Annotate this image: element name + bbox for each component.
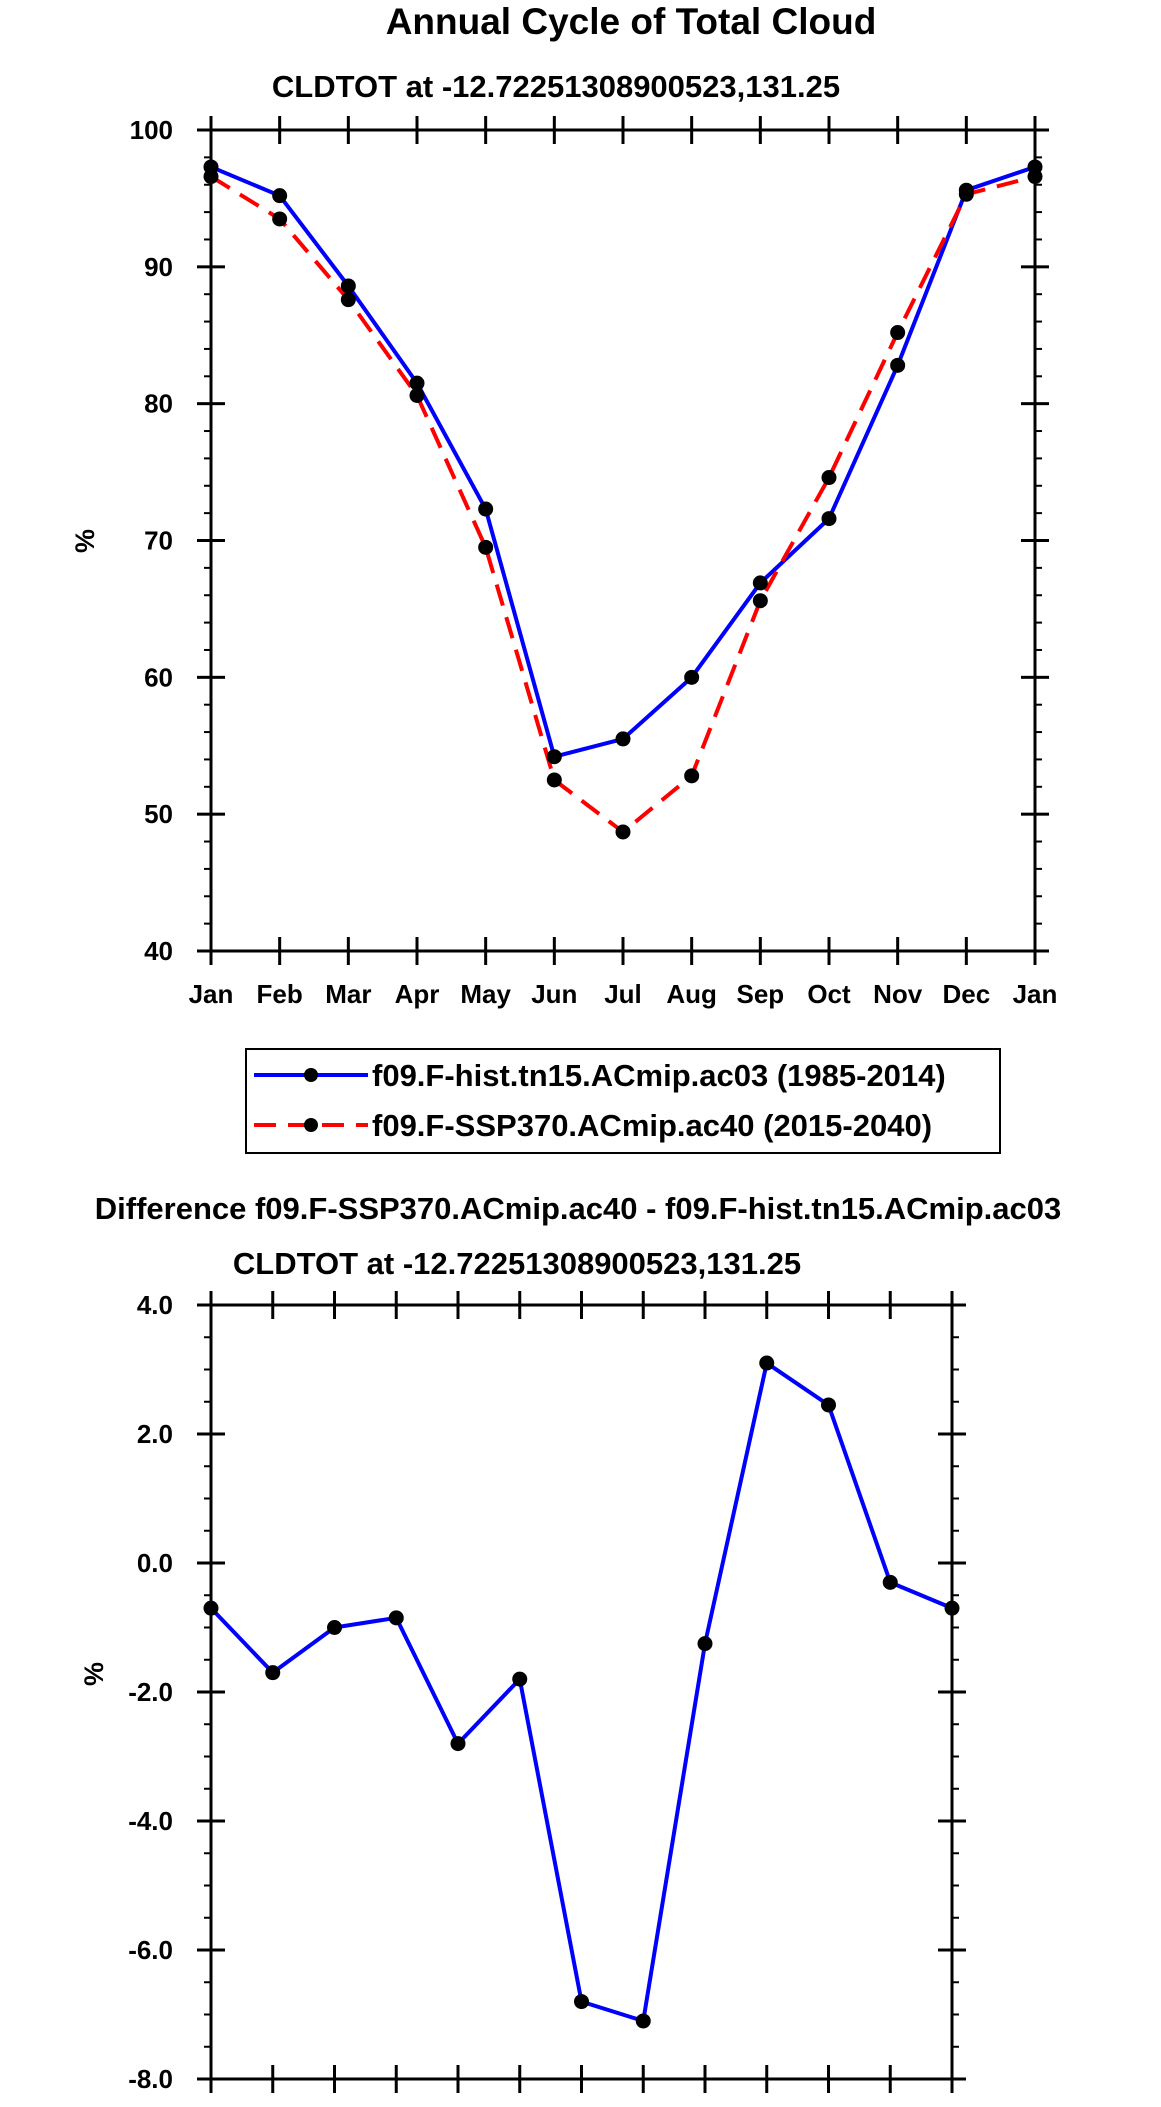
series-0-point [272, 188, 288, 204]
bottom-chart-subtitle: CLDTOT at -12.72251308900523,131.25 [233, 1246, 801, 1281]
x-tick-label: Mar [325, 979, 371, 1009]
series-0-point [882, 1574, 898, 1590]
x-tick-label: Jan [189, 979, 234, 1009]
top-chart-title: Annual Cycle of Total Cloud [386, 1, 877, 42]
bottom-chart-ticks [197, 1291, 966, 2093]
series-1-point [752, 593, 768, 609]
bottom-chart-y-tick-labels: -8.0 -6.0 -4.0 -2.0 0.0 2.0 4.0 [128, 1290, 173, 2094]
legend-entry-hist: f09.F-hist.tn15.ACmip.ac03 (1985-2014) [254, 1058, 946, 1093]
series-0-point [574, 1994, 589, 2010]
bottom-chart: Difference f09.F-SSP370.ACmip.ac40 - f09… [79, 1191, 1062, 2094]
legend-label-ssp370: f09.F-SSP370.ACmip.ac40 (2015-2040) [372, 1108, 932, 1143]
series-1-point [478, 539, 494, 555]
series-0-point [388, 1610, 404, 1626]
legend-box [245, 1048, 1001, 1154]
bottom-chart-y-axis-label: % [79, 1662, 109, 1686]
series-0-point [340, 278, 356, 294]
x-tick-label: Jul [604, 979, 642, 1009]
series-0-point [327, 1620, 342, 1635]
top-chart-plot-frame [209, 128, 1037, 953]
x-tick-label: Nov [873, 979, 923, 1009]
y-tick-label: 60 [144, 662, 173, 692]
series-1-point [890, 325, 906, 341]
y-tick-label: 80 [144, 389, 173, 419]
series-1-point [203, 169, 219, 185]
series-1-point [546, 772, 562, 788]
y-tick-label: 40 [144, 936, 173, 966]
top-chart-y-axis-label: % [70, 529, 100, 553]
series-line-0 [210, 165, 1036, 759]
top-chart-x-tick-labels: Jan Feb Mar Apr May Jun Jul Aug Sep Oct Nov Dec Jan [189, 979, 1058, 1009]
series-0-point [409, 375, 425, 391]
x-tick-label: Sep [736, 979, 784, 1009]
top-chart-subtitle: CLDTOT at -12.72251308900523,131.25 [272, 69, 840, 104]
series-0-point [697, 1636, 713, 1652]
y-tick-label: -2.0 [128, 1677, 173, 1707]
bottom-chart-plot-frame [209, 1303, 954, 2081]
x-tick-label: Aug [666, 979, 717, 1009]
x-tick-label: Dec [942, 979, 990, 1009]
x-tick-label: May [460, 979, 511, 1009]
series-1-point [272, 211, 288, 227]
series-0-point [546, 749, 562, 765]
x-tick-label: Jun [531, 979, 577, 1009]
top-chart-series [203, 159, 1043, 840]
series-1-point [684, 768, 700, 784]
y-tick-label: 50 [144, 799, 173, 829]
legend-marker-ssp370 [304, 1118, 318, 1132]
series-0-point [684, 669, 700, 685]
y-tick-label: 70 [144, 526, 173, 556]
series-0-point [821, 1397, 836, 1413]
y-tick-label: 4.0 [137, 1290, 173, 1320]
x-tick-label: Jan [1013, 979, 1058, 1009]
series-1-point [340, 292, 356, 308]
series-0-point [450, 1736, 466, 1752]
series-1-point [821, 470, 837, 486]
y-tick-label: 90 [144, 252, 173, 282]
series-0-point [635, 2013, 651, 2029]
series-0-point [203, 1600, 219, 1616]
series-0-point [478, 501, 494, 517]
y-tick-label: -8.0 [128, 2064, 173, 2094]
series-0-point [752, 575, 768, 591]
y-tick-label: -4.0 [128, 1806, 173, 1836]
series-1-point [958, 186, 974, 202]
legend-entry-ssp370: f09.F-SSP370.ACmip.ac40 (2015-2040) [254, 1108, 932, 1143]
y-tick-label: 2.0 [137, 1419, 173, 1449]
y-tick-label: 0.0 [137, 1548, 173, 1578]
y-tick-label: 100 [130, 115, 173, 145]
legend-label-hist: f09.F-hist.tn15.ACmip.ac03 (1985-2014) [372, 1058, 946, 1093]
bottom-chart-title: Difference f09.F-SSP370.ACmip.ac40 - f09… [95, 1191, 1062, 1226]
series-0-point [890, 357, 906, 373]
x-tick-label: Oct [807, 979, 851, 1009]
x-tick-label: Apr [395, 979, 440, 1009]
x-tick-label: Feb [257, 979, 303, 1009]
series-1-point [1027, 169, 1043, 185]
series-0-point [944, 1600, 960, 1616]
series-1-point [409, 387, 425, 403]
series-line-0 [209, 1361, 953, 2023]
series-1-point [615, 824, 631, 840]
top-chart-y-tick-labels: 40 50 60 70 80 90 100 [130, 115, 173, 966]
series-0-point [759, 1355, 775, 1371]
series-0-point [512, 1671, 528, 1687]
top-chart: Annual Cycle of Total Cloud CLDTOT at -1… [70, 1, 1058, 1154]
bottom-chart-series [203, 1355, 960, 2029]
series-0-point [265, 1665, 281, 1681]
legend-marker-hist [304, 1068, 318, 1082]
top-chart-legend: f09.F-hist.tn15.ACmip.ac03 (1985-2014) f… [245, 1048, 1001, 1154]
series-0-point [821, 511, 837, 527]
series-0-point [615, 731, 631, 747]
y-tick-label: -6.0 [128, 1935, 173, 1965]
